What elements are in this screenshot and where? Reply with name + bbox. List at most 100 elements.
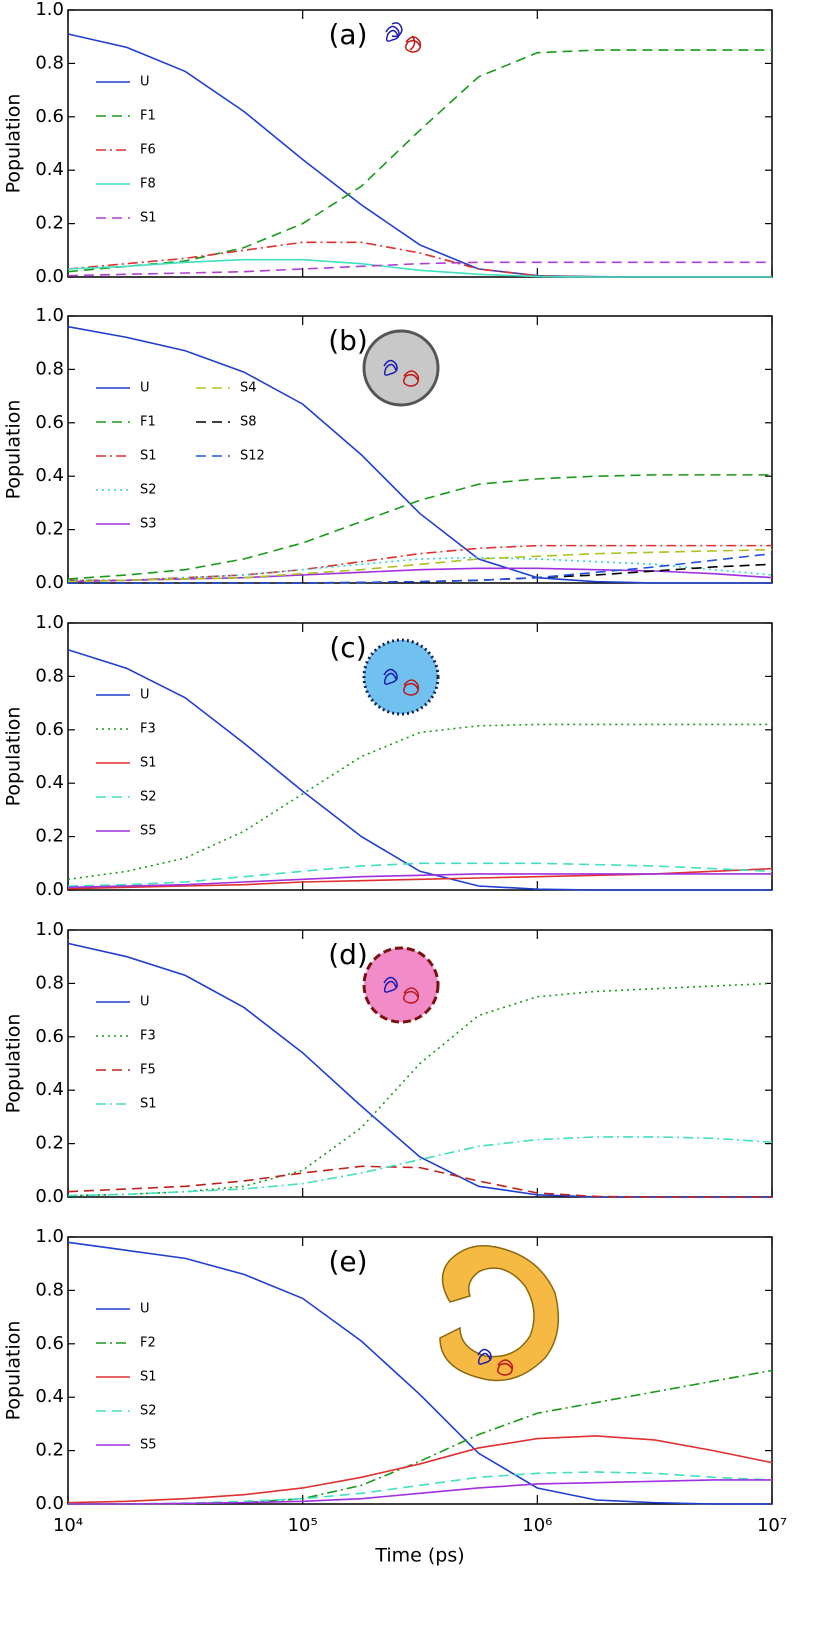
series-line [67,1165,772,1198]
legend-label: S3 [140,517,157,532]
y-tick-label: 0.4 [35,465,64,486]
panel: 0.0 0.2 0.4 0.6 0.8 1.0 10⁴ 10⁵ 10⁶ 10⁷ Population… [3,1226,788,1567]
legend-label: S1 [140,211,157,226]
series-line [68,1479,772,1505]
series-line [67,261,772,277]
icon-e [439,1245,560,1382]
icon-c [362,638,440,716]
legend-label: U [140,995,150,1010]
series-line [68,552,773,584]
legend-label: F8 [140,177,156,192]
panel: 0.0 0.2 0.4 0.6 0.8 1.0 Population (a) U F1 F6 F8 S1 [3,0,773,287]
panel-label: (e) [328,1245,367,1278]
legend-label: S2 [140,1404,157,1419]
y-axis-label: Population [3,707,25,807]
plot-frame [67,9,773,278]
series-line [67,325,772,584]
plot-frame [67,622,773,891]
x-tick-label: 10⁶ [522,1515,552,1536]
legend-label: S1 [140,756,157,771]
x-tick-label: 10⁵ [288,1515,318,1536]
legend-label: S8 [240,415,257,430]
y-tick-label: 0.8 [35,1279,64,1300]
series-line [68,1369,773,1505]
series-line [67,873,772,889]
y-tick-label: 0.8 [35,665,64,686]
panel: 0.0 0.2 0.4 0.6 0.8 1.0 Population (b) U F1 S1 S2 S3… [3,305,773,593]
y-tick-label: 1.0 [35,612,64,633]
icon-b [362,329,440,407]
x-tick-label: 10⁴ [53,1515,83,1536]
y-tick-label: 0.2 [35,519,64,540]
legend-label: S5 [140,824,157,839]
legend-label: U [140,381,150,396]
icon-d [362,946,440,1024]
series-line [67,49,772,273]
legend-label: F1 [140,415,156,430]
x-axis-label: Time (ps) [374,1545,464,1567]
y-tick-label: 0.6 [35,106,64,127]
y-tick-label: 1.0 [35,1226,64,1247]
y-axis-label: Population [3,1014,25,1114]
y-axis-label: Population [3,94,25,194]
y-tick-label: 0.6 [35,412,64,433]
series-line [67,548,773,583]
panel: 0.0 0.2 0.4 0.6 0.8 1.0 Population (d) U F3 F5 S1 [3,919,773,1207]
series-line [67,648,772,891]
legend-label: F5 [140,1063,156,1078]
legend-label: F6 [140,143,156,158]
y-axis-label: Population [3,1321,25,1421]
legend-label: S1 [140,449,157,464]
plot-frame [67,929,773,1198]
y-axis-label: Population [3,400,25,500]
y-tick-label: 1.0 [35,305,64,326]
y-tick-label: 0.6 [35,1026,64,1047]
y-tick-label: 0.4 [35,1386,64,1407]
y-tick-label: 1.0 [35,919,64,940]
legend-label: F1 [140,109,156,124]
y-tick-label: 0.0 [35,572,64,593]
series-line [67,241,772,278]
legend-label: U [140,1302,150,1317]
panel: 0.0 0.2 0.4 0.6 0.8 1.0 Population (c) U F3 S1 S2 S5 [3,612,773,900]
y-tick-label: 1.0 [35,0,64,20]
plot-frame [67,315,773,584]
series-line [67,474,772,580]
y-tick-label: 0.2 [35,826,64,847]
y-tick-label: 0.2 [35,213,64,234]
series-line [67,258,772,278]
legend-label: S2 [140,790,157,805]
series-line [67,1435,773,1504]
series-line [67,723,772,881]
y-tick-label: 0.2 [35,1440,64,1461]
y-tick-label: 0.8 [35,972,64,993]
panel-label: (b) [328,324,368,357]
legend-label: F3 [140,722,156,737]
legend-label: S2 [140,483,157,498]
y-tick-label: 0.4 [35,772,64,793]
legend-label: F2 [140,1336,156,1351]
y-tick-label: 0.0 [35,266,64,287]
y-tick-label: 0.0 [35,1493,64,1514]
x-tick-label: 10⁷ [757,1515,787,1536]
y-tick-label: 0.0 [35,879,64,900]
y-tick-label: 0.6 [35,1333,64,1354]
series-line [68,544,772,582]
legend-label: S4 [240,381,257,396]
series-line [67,1136,773,1197]
legend-label: S5 [140,1438,157,1453]
legend-label: S12 [240,449,265,464]
legend-label: S1 [140,1370,157,1385]
legend-label: U [140,688,150,703]
icon-a [385,22,422,53]
panel-label: (a) [328,18,367,51]
series-line [67,942,772,1198]
legend-label: U [140,75,150,90]
legend-label: F3 [140,1029,156,1044]
panel-label: (d) [328,938,368,971]
y-tick-label: 0.4 [35,159,64,180]
y-tick-label: 0.8 [35,358,64,379]
y-tick-label: 0.0 [35,1186,64,1207]
